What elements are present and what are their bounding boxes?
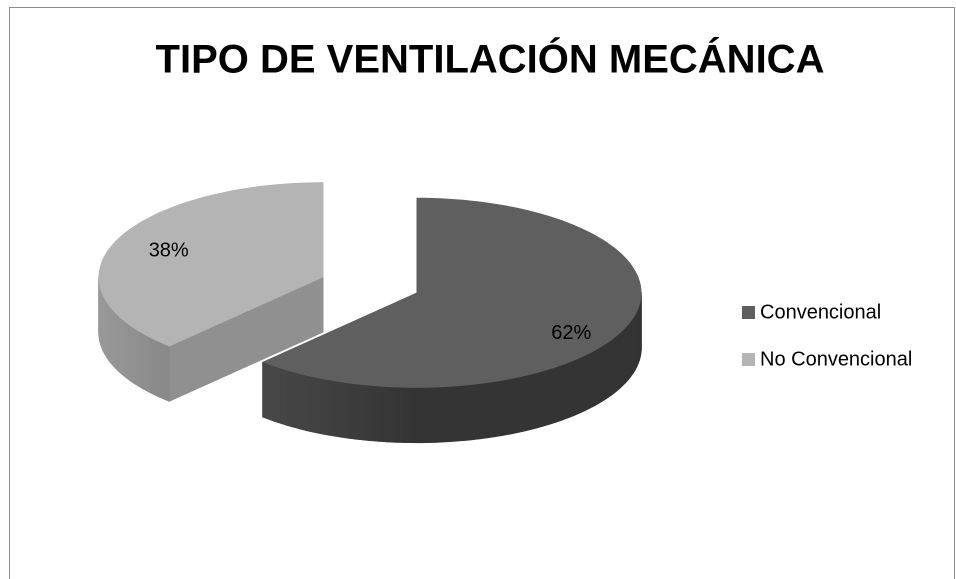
slice-wall <box>327 379 336 437</box>
slice-wall <box>418 387 428 444</box>
slice-wall <box>550 366 557 425</box>
slice-wall <box>153 338 159 398</box>
slice-wall <box>537 370 545 429</box>
slice-wall <box>594 347 600 407</box>
slice-wall <box>487 381 496 439</box>
slice-wall <box>568 360 575 419</box>
slice-wall <box>286 370 294 428</box>
slice-wall <box>589 350 596 409</box>
slice-wall <box>449 385 459 443</box>
legend-swatch <box>742 306 755 319</box>
slice-wall <box>364 384 373 442</box>
legend-label: No Convencional <box>760 348 912 370</box>
slice-wall <box>543 368 551 427</box>
slice-wall <box>457 385 466 442</box>
data-label: 62% <box>551 322 591 344</box>
slice-wall <box>502 378 511 436</box>
slice-wall <box>615 333 620 393</box>
slice-wall <box>480 382 489 440</box>
slice-wall <box>267 363 275 422</box>
slice-wall <box>126 322 131 382</box>
slice-wall <box>619 330 624 390</box>
pie-slice <box>98 182 324 402</box>
slice-wall <box>395 387 404 443</box>
slice-wall <box>106 300 109 362</box>
slice-wall <box>426 387 435 444</box>
chart-title: TIPO DE VENTILACIÓN MECÁNICA <box>156 36 825 82</box>
slice-wall <box>334 380 343 438</box>
slice-wall <box>628 320 632 381</box>
slice-wall <box>349 383 358 440</box>
slice-wall <box>472 383 482 441</box>
slice-wall <box>607 339 613 399</box>
slice-wall <box>273 365 281 424</box>
slice-wall <box>403 387 412 444</box>
slice-wall <box>110 307 114 368</box>
slice-wall <box>143 333 149 393</box>
slice-wall <box>630 317 634 378</box>
slice-wall <box>320 378 328 436</box>
slice-wall <box>356 384 366 441</box>
slice-wall <box>306 375 314 433</box>
slice-wall <box>134 328 140 388</box>
slice-wall <box>371 385 381 442</box>
slice-wall <box>158 341 165 400</box>
slice-wall <box>434 386 443 443</box>
slice-wall <box>313 376 321 435</box>
slice-wall <box>410 387 420 444</box>
slice-wall <box>556 364 563 423</box>
legend-label: Convencional <box>760 301 881 323</box>
slice-top <box>262 197 642 388</box>
slice-wall <box>262 361 269 420</box>
slice-wall <box>292 371 301 430</box>
slice-radial-wall <box>169 277 324 402</box>
slice-wall <box>130 325 135 385</box>
pie-slice <box>262 197 642 444</box>
slice-wall <box>119 316 124 376</box>
slice-wall <box>622 326 627 387</box>
slice-wall <box>573 357 580 416</box>
slice-wall <box>611 336 617 396</box>
slice-wall <box>584 352 591 412</box>
slice-wall <box>148 336 154 395</box>
slice-wall <box>341 382 350 439</box>
slice-wall <box>516 375 525 434</box>
slice-wall <box>530 372 538 430</box>
slice-wall <box>108 304 112 365</box>
slice-wall <box>138 331 144 390</box>
slice-wall <box>562 362 569 421</box>
slice-wall <box>280 367 288 426</box>
slice-wall <box>603 341 609 401</box>
slice-top <box>98 182 324 347</box>
slice-wall <box>523 374 532 432</box>
data-label: 38% <box>149 240 189 262</box>
legend-swatch <box>742 353 755 366</box>
slice-wall <box>299 373 307 432</box>
slice-wall <box>599 344 605 404</box>
slice-wall <box>579 355 586 414</box>
slice-wall <box>465 384 474 441</box>
slice-wall <box>163 343 170 402</box>
slice-wall <box>387 386 396 443</box>
slice-wall <box>625 323 629 384</box>
slice-wall <box>442 386 451 443</box>
slice-wall <box>116 313 120 374</box>
slice-wall <box>113 310 117 371</box>
slice-wall <box>122 319 127 379</box>
slice-wall <box>495 380 504 438</box>
slice-wall <box>379 386 389 443</box>
slice-wall <box>509 377 518 435</box>
